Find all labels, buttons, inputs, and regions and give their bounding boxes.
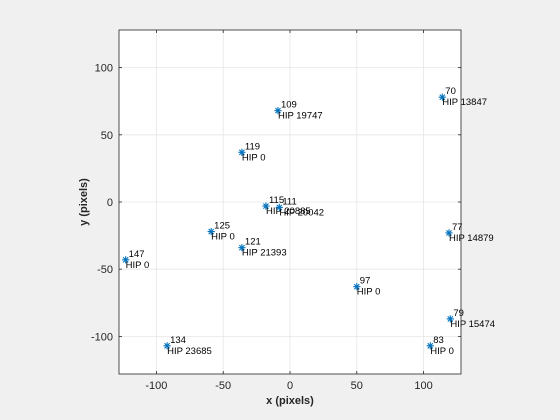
point-hip-label: HIP 20885 <box>266 206 311 217</box>
data-point <box>262 202 270 210</box>
point-hip-label: HIP 21393 <box>242 248 287 259</box>
point-id-label: 97 <box>360 276 371 287</box>
point-id-label: 115 <box>269 195 284 206</box>
x-axis-label: x (pixels) <box>266 395 314 407</box>
point-hip-label: HIP 20042 <box>279 207 324 218</box>
x-tick-label: -50 <box>215 380 231 392</box>
y-tick-label: -100 <box>91 331 113 343</box>
point-hip-label: HIP 0 <box>357 287 381 298</box>
point-id-label: 79 <box>453 308 464 319</box>
point-hip-label: HIP 0 <box>211 232 235 243</box>
point-id-label: 109 <box>281 100 297 111</box>
point-hip-label: HIP 14879 <box>449 233 494 244</box>
data-point <box>163 342 171 350</box>
point-id-label: 111 <box>282 196 296 207</box>
data-point <box>426 342 434 350</box>
y-tick-label: 50 <box>101 130 113 142</box>
data-point <box>122 256 130 264</box>
point-hip-label: HIP 0 <box>242 152 266 163</box>
point-id-label: 125 <box>214 221 230 232</box>
point-id-label: 134 <box>170 335 186 346</box>
data-point <box>445 229 453 237</box>
point-hip-label: HIP 23685 <box>167 346 212 357</box>
x-tick-label: -100 <box>145 380 167 392</box>
data-point <box>275 203 283 211</box>
y-tick-label: -50 <box>97 264 113 276</box>
x-tick-label: 0 <box>287 380 293 392</box>
point-id-label: 147 <box>129 249 145 260</box>
point-id-label: 77 <box>452 222 463 233</box>
data-point <box>207 227 215 236</box>
axis-ticks: -100 -50 0 50 100 -100 -50 0 50 100 <box>91 30 461 392</box>
point-id-label: 83 <box>433 335 444 346</box>
data-point <box>438 93 446 101</box>
point-id-label: 119 <box>245 141 260 152</box>
y-tick-label: 100 <box>95 63 113 75</box>
point-id-label: 70 <box>445 86 456 97</box>
data-point <box>274 107 282 115</box>
point-hip-label: HIP 15474 <box>450 319 495 330</box>
data-point <box>238 148 246 156</box>
data-point <box>353 283 361 291</box>
point-id-label: 121 <box>245 237 261 248</box>
x-tick-label: 50 <box>351 380 363 392</box>
point-hip-label: HIP 0 <box>126 260 150 271</box>
data-point <box>238 244 246 252</box>
point-hip-label: HIP 19747 <box>278 111 323 122</box>
plot-frame <box>118 29 462 375</box>
point-hip-label: HIP 0 <box>430 346 454 357</box>
x-tick-label: 100 <box>414 380 432 392</box>
y-tick-label: 0 <box>107 197 113 209</box>
point-hip-label: HIP 13847 <box>442 97 487 108</box>
data-point <box>446 315 454 323</box>
y-axis-label: y (pixels) <box>78 178 90 226</box>
grid <box>119 30 461 374</box>
